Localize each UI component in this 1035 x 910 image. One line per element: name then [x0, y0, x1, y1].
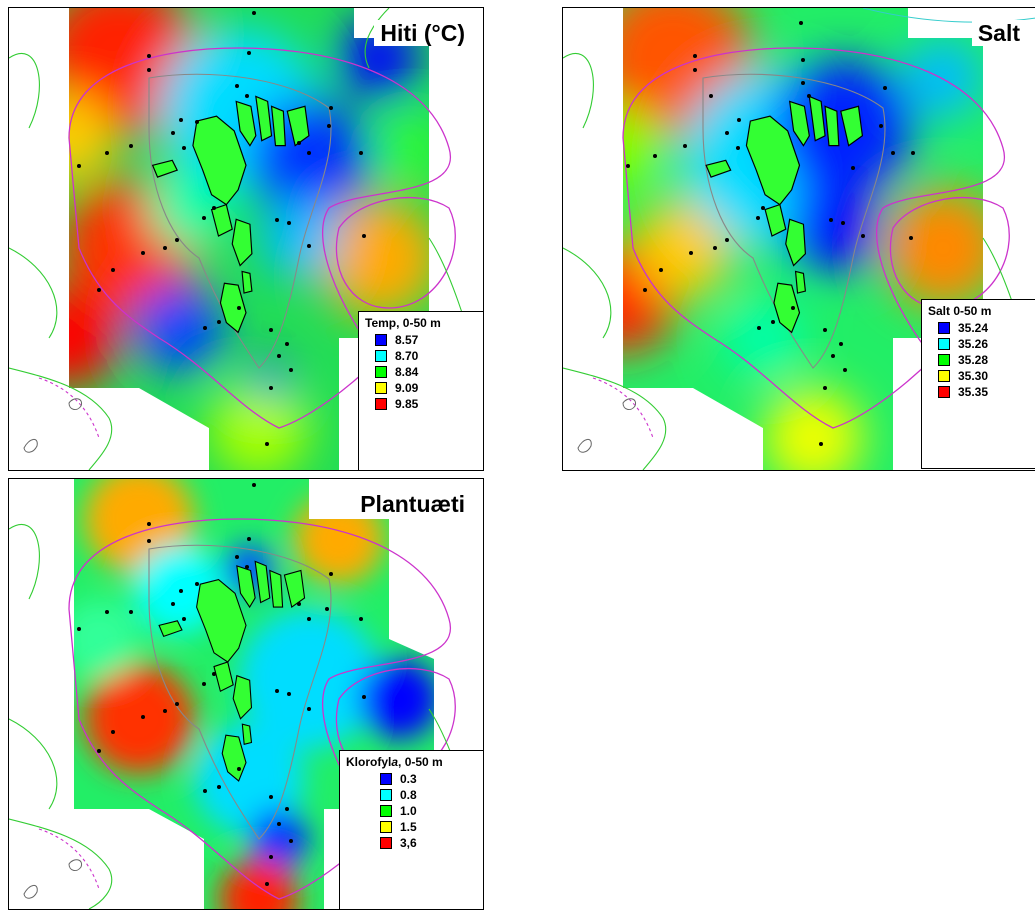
legend: Klorofyla, 0-50 m 0.3 0.8 1.0 1.5 3,6: [339, 750, 483, 909]
legend-item: 35.35: [928, 384, 1035, 400]
legend-label: 8.70: [395, 349, 419, 363]
legend-label: 0.8: [400, 788, 417, 802]
legend-label: 35.28: [958, 353, 989, 367]
legend-title-part: a: [391, 755, 399, 769]
legend-label: 35.35: [958, 385, 989, 399]
legend-swatch: [380, 805, 392, 817]
legend-label: 8.57: [395, 333, 419, 347]
legend-swatch: [375, 334, 387, 346]
legend-title: Temp, 0-50 m: [365, 316, 441, 330]
map-title: Plantuæti: [354, 491, 471, 518]
legend-item: 35.30: [928, 368, 1035, 384]
legend-item: 0.8: [346, 787, 478, 803]
legend-item: 35.24: [928, 320, 1035, 336]
legend-swatch: [380, 773, 392, 785]
legend-swatch: [380, 821, 392, 833]
legend-item: 9.09: [365, 380, 478, 396]
legend-item: 8.57: [365, 332, 478, 348]
legend-item: 35.28: [928, 352, 1035, 368]
map-title: Hiti (°C): [374, 20, 471, 47]
legend: Salt 0-50 m 35.24 35.26 35.28 35.30 35.3…: [921, 299, 1035, 469]
legend-swatch: [375, 350, 387, 362]
legend-swatch: [938, 370, 950, 382]
legend-label: 35.30: [958, 369, 989, 383]
legend-item: 35.26: [928, 336, 1035, 352]
legend-swatch: [938, 354, 950, 366]
legend-item: 3,6: [346, 835, 478, 851]
legend-label: 9.09: [395, 381, 419, 395]
legend-swatch: [938, 322, 950, 334]
legend-item: 8.70: [365, 348, 478, 364]
legend-label: 1.0: [400, 804, 417, 818]
salinity-map-panel: Salt Salt 0-50 m 35.24 35.26 35.28 35.30…: [562, 7, 1035, 471]
legend-item: 1.5: [346, 819, 478, 835]
legend-swatch: [375, 366, 387, 378]
legend: Temp, 0-50 m 8.57 8.70 8.84 9.09 9.85: [358, 311, 483, 470]
chlorophyll-map: [9, 479, 483, 909]
legend-swatch: [375, 382, 387, 394]
legend-title-part: Klorofyl: [346, 755, 392, 769]
legend-label: 3,6: [400, 836, 417, 850]
legend-label: 35.24: [958, 321, 989, 335]
chlorophyll-map-panel: Plantuæti Klorofyla, 0-50 m 0.3 0.8 1.0 …: [8, 478, 484, 910]
legend-label: 0.3: [400, 772, 417, 786]
legend-swatch: [938, 386, 950, 398]
temperature-map-panel: Hiti (°C) Temp, 0-50 m 8.57 8.70 8.84 9.…: [8, 7, 484, 471]
legend-label: 35.26: [958, 337, 989, 351]
legend-swatch: [375, 398, 387, 410]
legend-title: Salt 0-50 m: [928, 304, 992, 318]
legend-label: 9.85: [395, 397, 419, 411]
legend-swatch: [380, 837, 392, 849]
legend-item: 8.84: [365, 364, 478, 380]
legend-item: 1.0: [346, 803, 478, 819]
legend-title: Klorofyla, 0-50 m: [346, 755, 478, 769]
legend-label: 1.5: [400, 820, 417, 834]
legend-title-part: , 0-50 m: [398, 755, 443, 769]
legend-label: 8.84: [395, 365, 419, 379]
legend-swatch: [938, 338, 950, 350]
temperature-map: [9, 8, 483, 470]
legend-item: 0.3: [346, 771, 478, 787]
legend-item: 9.85: [365, 396, 478, 412]
map-title: Salt: [971, 20, 1026, 47]
legend-swatch: [380, 789, 392, 801]
